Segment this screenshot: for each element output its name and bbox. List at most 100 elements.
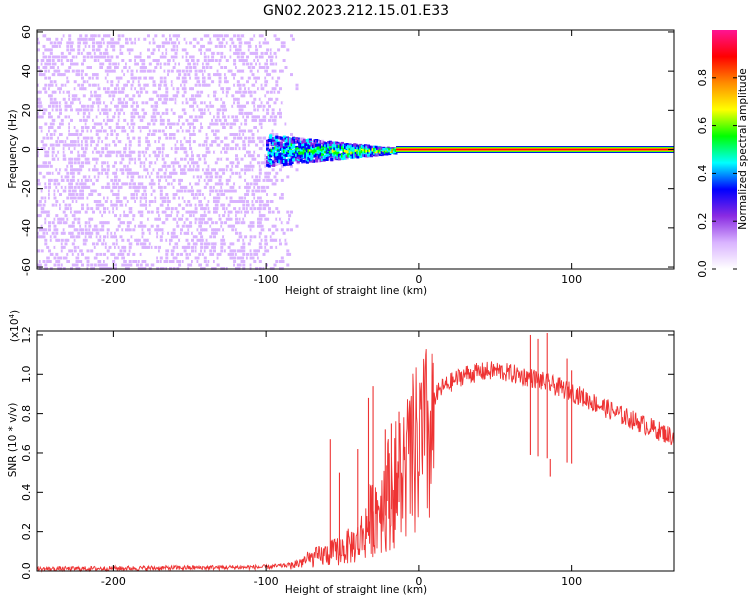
spectrogram-cell xyxy=(238,224,242,228)
spectrogram-cell xyxy=(95,41,99,45)
spectrogram-cell xyxy=(187,41,191,45)
spectrogram-cell xyxy=(84,133,88,136)
spectrogram-cell xyxy=(130,126,134,129)
spectrogram-cell xyxy=(121,193,125,196)
spectrogram-cell xyxy=(117,97,121,101)
spectrogram-cell xyxy=(185,168,189,172)
spectrogram-cell xyxy=(222,185,226,189)
spectrogram-cell xyxy=(121,252,125,256)
spectrogram-cell xyxy=(147,217,150,221)
spectrogram-cell xyxy=(73,256,77,260)
spectrogram-cell xyxy=(48,221,51,225)
spectrogram-cell xyxy=(44,87,48,91)
spectrogram-cell xyxy=(73,133,77,136)
spectrogram-cell xyxy=(68,122,72,126)
spectrogram-cell xyxy=(214,76,218,80)
spectrogram-cell xyxy=(136,189,139,193)
spectrogram-cell xyxy=(64,136,68,140)
spectrogram-cell xyxy=(152,221,156,225)
spectrogram-cell xyxy=(108,161,112,165)
spectrogram-cell xyxy=(130,97,134,101)
spectrogram-cell xyxy=(240,59,244,62)
spectrogram-cell xyxy=(134,221,138,225)
spectrogram-cell xyxy=(198,154,202,158)
spectrogram-cell xyxy=(213,235,216,239)
spectrogram-cell xyxy=(216,235,220,239)
spectrogram-cell xyxy=(123,210,127,214)
spectrogram-cell xyxy=(236,37,240,41)
spectrogram-cell xyxy=(44,263,48,267)
spectrogram-cell xyxy=(242,94,246,98)
spectrogram-cell xyxy=(156,140,160,144)
spectrogram-cell xyxy=(101,83,105,87)
spectrogram-cell xyxy=(55,178,59,182)
spectrogram-cell xyxy=(108,115,112,119)
spectrogram-cell xyxy=(121,207,125,211)
spectrogram-cell xyxy=(84,175,88,179)
spectrogram-cell xyxy=(202,73,205,77)
spectrogram-cell xyxy=(81,129,84,133)
spectrogram-cell xyxy=(200,263,204,267)
spectrogram-cell xyxy=(198,185,202,189)
spectrogram-cell xyxy=(136,196,139,200)
spectrogram-cell xyxy=(79,104,83,108)
spectrogram-cell xyxy=(143,228,147,232)
spectrogram-cell xyxy=(225,164,229,168)
spectrogram-cell xyxy=(55,207,59,211)
spectrogram-cell xyxy=(213,34,216,38)
spectrogram-cell xyxy=(194,66,198,69)
spectrogram-cell xyxy=(222,97,226,101)
spectrogram-cell xyxy=(242,44,246,48)
spectrogram-cell xyxy=(126,73,130,77)
spectrogram-cell xyxy=(185,150,189,154)
spectrogram-cell xyxy=(49,108,53,112)
spectrogram-cell xyxy=(251,203,255,207)
spectrogram-cell xyxy=(247,154,251,158)
spectrogram-cell xyxy=(64,115,68,119)
spectrogram-cell xyxy=(92,59,95,62)
spectrogram-cell xyxy=(246,80,249,84)
spectrogram-cell xyxy=(192,80,196,84)
spectrogram-cell xyxy=(158,214,161,218)
spectrogram-cell xyxy=(70,157,73,161)
spectrogram-cell xyxy=(119,161,123,165)
spectrogram-cell xyxy=(194,83,198,87)
spectrogram-cell xyxy=(178,207,182,211)
spectrogram-cell xyxy=(251,154,255,158)
spectrogram-cell xyxy=(178,260,182,263)
spectrogram-cell xyxy=(134,69,138,73)
spectrogram-cell xyxy=(165,108,169,112)
spectrogram-cell xyxy=(73,80,77,84)
spectrogram-cell xyxy=(152,111,156,115)
spectrogram-cell xyxy=(224,249,227,253)
spectrogram-cell xyxy=(253,245,257,249)
spectrogram-cell xyxy=(231,175,235,179)
spectrogram-cell xyxy=(108,51,112,55)
spectrogram-cell xyxy=(207,41,211,45)
spectrogram-cell xyxy=(159,80,163,84)
spectrogram-cell xyxy=(130,111,134,115)
spectrogram-cell xyxy=(156,150,160,154)
spectrogram-cell xyxy=(247,59,251,62)
spectrogram-cell xyxy=(200,37,204,41)
spectrogram-cell xyxy=(235,118,238,122)
spectrogram-cell xyxy=(64,161,68,165)
spectrogram-cell xyxy=(227,242,231,246)
spectrogram-cell xyxy=(66,136,70,140)
spectrogram-cell xyxy=(196,41,200,45)
spectrogram-cell xyxy=(103,161,106,165)
spectrogram-cell xyxy=(169,231,172,235)
spectrogram-cell xyxy=(44,217,48,221)
spectrogram-cell xyxy=(137,150,141,154)
spectrogram-cell xyxy=(211,69,215,73)
spectrogram-cell xyxy=(110,73,114,77)
spectrogram-cell xyxy=(165,101,169,105)
spectrogram-cell xyxy=(240,108,244,112)
spectrogram-cell xyxy=(174,150,178,154)
spectrogram-cell xyxy=(218,189,222,193)
spectrogram-cell xyxy=(240,207,244,211)
spectrogram-cell xyxy=(181,224,185,228)
spectrogram-cell xyxy=(121,143,125,147)
spectrogram-cell xyxy=(172,231,176,235)
spectrogram-cell xyxy=(185,154,189,158)
